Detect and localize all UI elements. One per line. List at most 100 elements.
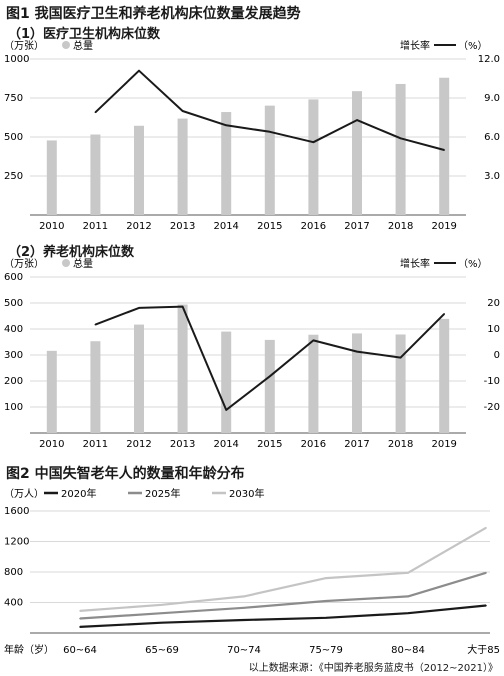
unit-right-label: （%） xyxy=(458,40,488,52)
series-point-2030年-大于85 xyxy=(485,526,487,529)
growth-rate-point-2012 xyxy=(138,307,140,309)
growth-rate-point-2019 xyxy=(443,313,446,315)
bar-2018 xyxy=(395,83,406,216)
growth-rate-point-2015 xyxy=(269,375,271,378)
bar-2012 xyxy=(134,125,144,215)
x-tick-label: 80~84 xyxy=(391,645,425,656)
bar-2014 xyxy=(221,112,232,215)
series-line-2025年 xyxy=(79,571,487,620)
series-point-2020年-65~69 xyxy=(161,621,163,624)
series-point-2025年-75~79 xyxy=(325,600,327,602)
y-tick-label: 200 xyxy=(4,376,23,387)
unit-left-label: （万人） xyxy=(4,488,44,500)
y2-tick-label: 0 xyxy=(494,350,500,361)
series-point-2025年-65~69 xyxy=(161,612,163,614)
bar-2012 xyxy=(134,324,144,433)
x-tick-label: 2015 xyxy=(257,439,282,450)
x-tick-label: 2018 xyxy=(388,221,413,232)
chart2-title: （2）养老机构床位数 xyxy=(8,245,135,260)
bar-legend-swatch xyxy=(62,41,70,49)
series-point-2030年-80~84 xyxy=(407,571,409,574)
legend-label-2030年: 2030年 xyxy=(229,487,264,500)
bar-2017 xyxy=(352,333,362,433)
bar-2013 xyxy=(177,118,188,215)
y-tick-label: 800 xyxy=(4,567,23,578)
x-tick-label: 2013 xyxy=(170,221,195,232)
bar-2016 xyxy=(308,99,319,215)
legend-label-2025年: 2025年 xyxy=(145,487,180,500)
series-point-2025年-80~84 xyxy=(407,595,409,598)
growth-rate-point-2018 xyxy=(399,356,402,359)
y-tick-label: 500 xyxy=(4,132,23,143)
bar-legend-label: 总量 xyxy=(73,39,93,52)
figure2-title: 图2 中国失智老年人的数量和年龄分布 xyxy=(6,466,245,482)
bar-2016 xyxy=(308,334,319,433)
growth-rate-point-2011 xyxy=(94,111,97,114)
x-tick-label: 70~74 xyxy=(227,645,261,656)
y-tick-label: 250 xyxy=(4,171,23,182)
x-tick-label: 大于85 xyxy=(467,643,500,656)
line-legend-label: 增长率 xyxy=(400,257,430,270)
y2-tick-label: -10 xyxy=(484,376,500,387)
unit-left-label: （万张） xyxy=(4,258,44,270)
x-tick-label: 2014 xyxy=(213,221,238,232)
growth-rate-point-2012 xyxy=(138,69,140,72)
y-tick-label: 400 xyxy=(4,598,23,609)
growth-rate-point-2018 xyxy=(399,137,402,140)
series-line-2020年 xyxy=(79,604,487,628)
x-tick-label: 2012 xyxy=(126,439,151,450)
x-tick-label: 2018 xyxy=(388,439,413,450)
y2-tick-label: 3.0 xyxy=(484,171,500,182)
growth-rate-point-2013 xyxy=(181,305,184,308)
x-tick-label: 2011 xyxy=(83,221,108,232)
bar-2014 xyxy=(221,331,232,433)
x-tick-label: 2016 xyxy=(301,221,326,232)
bar-2015 xyxy=(264,105,275,215)
bar-2010 xyxy=(46,140,57,215)
x-tick-label: 2012 xyxy=(126,221,151,232)
series-point-2030年-70~74 xyxy=(243,595,245,598)
y-tick-label: 500 xyxy=(4,298,23,309)
x-tick-label: 2010 xyxy=(39,221,64,232)
growth-rate-point-2016 xyxy=(312,339,315,342)
series-point-2025年-大于85 xyxy=(485,571,487,574)
x-tick-label: 2013 xyxy=(170,439,195,450)
bar-2010 xyxy=(46,350,57,433)
dementia-elderly-chart: （万人） 2020年 2025年 2030年 1600 1200 800 400 年龄（岁） 60… xyxy=(4,487,500,656)
x-tick-label: 2011 xyxy=(83,439,108,450)
x-axis-title: 年龄（岁） xyxy=(4,643,54,656)
elderly-care-beds-chart: （万张） 总量 增长率 （%）60050040030020010020100-10-2… xyxy=(4,257,500,450)
x-tick-label: 2017 xyxy=(344,439,369,450)
bar-legend-swatch xyxy=(62,259,70,267)
y-tick-label: 400 xyxy=(4,324,23,335)
line-legend-label: 增长率 xyxy=(400,39,430,52)
chart1-title: （1）医疗卫生机构床位数 xyxy=(8,27,161,42)
x-tick-label: 2017 xyxy=(344,221,369,232)
bar-2019 xyxy=(439,318,450,433)
x-tick-label: 2015 xyxy=(257,221,282,232)
series-point-2020年-80~84 xyxy=(407,612,409,614)
series-point-2020年-75~79 xyxy=(325,616,327,619)
y2-tick-label: 12.0 xyxy=(478,54,500,65)
growth-rate-point-2011 xyxy=(94,323,97,326)
growth-rate-point-2016 xyxy=(312,141,315,143)
x-tick-label: 65~69 xyxy=(145,645,179,656)
x-tick-label: 75~79 xyxy=(309,645,343,656)
x-tick-label: 60~64 xyxy=(63,645,97,656)
hospital-beds-chart: （万张） 总量 增长率 （%） 1000 750 500 250 12.0 9.0 6.0 3.0 20… xyxy=(4,39,500,232)
bar-2017 xyxy=(352,91,362,215)
series-point-2030年-60~64 xyxy=(79,610,81,612)
series-point-2020年-大于85 xyxy=(485,604,487,607)
series-line-2030年 xyxy=(79,526,487,612)
series-point-2030年-65~69 xyxy=(161,603,163,606)
bar-2013 xyxy=(177,304,188,433)
y-tick-label: 300 xyxy=(4,350,23,361)
series-point-2030年-75~79 xyxy=(325,577,327,579)
x-tick-label: 2019 xyxy=(431,439,456,450)
y-tick-label: 750 xyxy=(4,93,23,104)
source-note: 以上数据来源：《中国养老服务蓝皮书（2012~2021）》 xyxy=(248,663,498,674)
growth-rate-point-2019 xyxy=(443,149,446,151)
unit-right-label: （%） xyxy=(458,258,488,270)
unit-left-label: （万张） xyxy=(4,40,44,52)
y-tick-label: 1000 xyxy=(4,54,29,65)
